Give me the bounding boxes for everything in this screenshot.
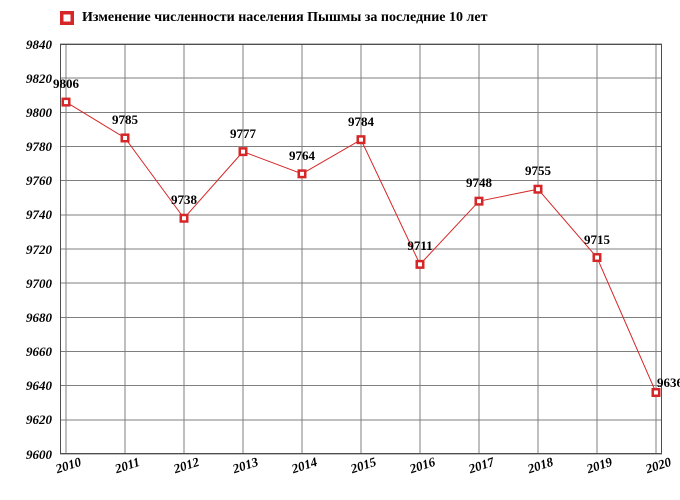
x-tick-label: 2013 bbox=[219, 450, 271, 481]
chart-root: Изменение численности населения Пышмы за… bbox=[0, 0, 680, 500]
y-tick-label: 9720 bbox=[0, 242, 52, 258]
chart-svg bbox=[60, 44, 662, 454]
data-label: 9764 bbox=[277, 148, 327, 164]
data-marker bbox=[62, 98, 70, 106]
x-tick-label: 2017 bbox=[455, 450, 507, 481]
y-tick-label: 9840 bbox=[0, 37, 52, 53]
y-tick-label: 9660 bbox=[0, 344, 52, 360]
data-label: 9738 bbox=[159, 192, 209, 208]
y-tick-label: 9680 bbox=[0, 310, 52, 326]
data-label: 9715 bbox=[572, 232, 622, 248]
data-label: 9748 bbox=[454, 175, 504, 191]
data-label: 9785 bbox=[100, 112, 150, 128]
y-tick-label: 9620 bbox=[0, 412, 52, 428]
data-label: 9777 bbox=[218, 126, 268, 142]
data-label: 9636 bbox=[645, 375, 680, 391]
data-marker bbox=[534, 185, 542, 193]
y-tick-label: 9640 bbox=[0, 378, 52, 394]
y-tick-label: 9760 bbox=[0, 173, 52, 189]
legend-marker-icon bbox=[60, 11, 74, 25]
y-tick-label: 9780 bbox=[0, 139, 52, 155]
x-tick-label: 2015 bbox=[337, 450, 389, 481]
x-tick-label: 2018 bbox=[514, 450, 566, 481]
data-marker bbox=[593, 254, 601, 262]
plot-area bbox=[60, 44, 662, 454]
x-tick-label: 2016 bbox=[396, 450, 448, 481]
y-tick-label: 9700 bbox=[0, 276, 52, 292]
data-marker bbox=[475, 197, 483, 205]
data-marker bbox=[239, 148, 247, 156]
x-tick-label: 2019 bbox=[573, 450, 625, 481]
x-tick-label: 2014 bbox=[278, 450, 330, 481]
x-tick-label: 2012 bbox=[160, 450, 212, 481]
y-tick-label: 9740 bbox=[0, 207, 52, 223]
y-tick-label: 9600 bbox=[0, 447, 52, 463]
data-marker bbox=[416, 260, 424, 268]
data-label: 9806 bbox=[41, 76, 91, 92]
x-tick-label: 2020 bbox=[632, 450, 680, 481]
data-marker bbox=[298, 170, 306, 178]
data-label: 9784 bbox=[336, 114, 386, 130]
legend-label: Изменение численности населения Пышмы за… bbox=[82, 8, 487, 28]
data-marker bbox=[180, 214, 188, 222]
data-marker bbox=[121, 134, 129, 142]
data-label: 9755 bbox=[513, 163, 563, 179]
data-label: 9711 bbox=[395, 238, 445, 254]
y-tick-label: 9800 bbox=[0, 105, 52, 121]
x-tick-label: 2011 bbox=[101, 450, 153, 481]
data-marker bbox=[357, 136, 365, 144]
